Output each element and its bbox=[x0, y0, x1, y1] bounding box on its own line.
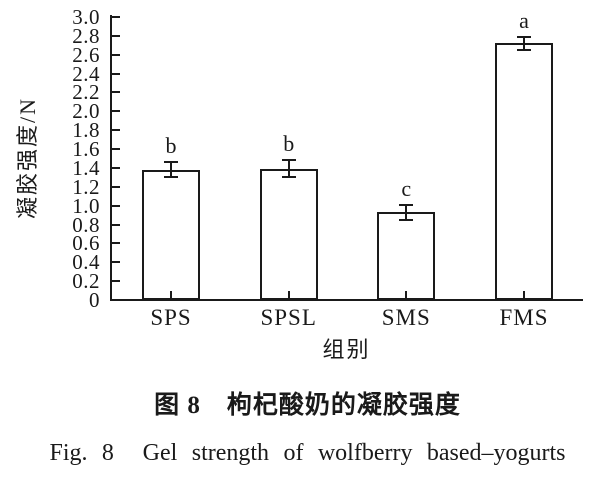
y-tick-label: 2.6 bbox=[72, 42, 100, 67]
y-tick bbox=[112, 72, 120, 75]
error-cap-top-FMS bbox=[517, 35, 531, 38]
y-tick-label: 0.8 bbox=[72, 212, 100, 237]
y-tick-label: 1.4 bbox=[72, 155, 100, 180]
error-cap-top-SPS bbox=[164, 161, 178, 164]
error-bar-SMS bbox=[405, 204, 408, 220]
bar-chart-plot-area: 0 0.2 0.4 0.6 0.8 1.0 1.2 1.4 1.6 1.8 2.0 2.2 2.4 2.6… bbox=[72, 5, 583, 330]
x-tick-SPSL bbox=[287, 291, 290, 299]
sig-letter-SPS: b bbox=[165, 133, 177, 159]
y-tick bbox=[112, 53, 120, 56]
y-tick-label: 0 bbox=[89, 288, 100, 312]
error-cap-bottom-SPSL bbox=[281, 176, 296, 179]
bar-SPSL bbox=[259, 168, 318, 300]
x-tick-label-SPSL: SPSL bbox=[260, 305, 317, 330]
y-tick bbox=[112, 91, 120, 94]
y-tick bbox=[112, 16, 120, 18]
y-tick bbox=[112, 261, 120, 264]
x-tick-label-SPS: SPS bbox=[150, 305, 192, 330]
y-tick-label: 3.0 bbox=[72, 5, 100, 29]
y-tick-label: 0.6 bbox=[72, 231, 100, 256]
bar-SMS bbox=[377, 212, 436, 300]
error-cap-top-SMS bbox=[399, 203, 414, 206]
y-tick-label: 1.6 bbox=[72, 137, 100, 162]
x-tick-SPS bbox=[170, 291, 172, 299]
y-tick-label: 2.4 bbox=[72, 61, 100, 86]
y-tick-label: 1.2 bbox=[72, 174, 100, 199]
error-bar-SPSL bbox=[287, 160, 290, 178]
error-bar-FMS bbox=[523, 36, 525, 50]
error-cap-top-SPSL bbox=[281, 159, 296, 162]
y-tick bbox=[112, 185, 120, 188]
error-bar-SPS bbox=[170, 162, 172, 178]
y-tick bbox=[112, 148, 120, 151]
sig-letter-SMS: c bbox=[401, 175, 412, 201]
y-tick-label: 2.8 bbox=[72, 23, 100, 48]
y-tick bbox=[112, 204, 120, 207]
x-tick-label-SMS: SMS bbox=[381, 305, 431, 330]
y-axis-line bbox=[110, 15, 112, 301]
y-tick bbox=[112, 129, 120, 132]
y-tick bbox=[112, 110, 120, 113]
sig-letter-SPSL: b bbox=[283, 131, 295, 157]
y-tick-label: 0.2 bbox=[72, 269, 100, 294]
y-tick bbox=[112, 280, 120, 283]
x-axis-line bbox=[110, 299, 583, 301]
y-tick bbox=[112, 242, 120, 245]
bar-FMS bbox=[495, 43, 553, 300]
x-tick-label-FMS: FMS bbox=[499, 305, 549, 330]
caption-english: Fig. 8 Gel strength of wolfberry based–y… bbox=[49, 440, 566, 466]
x-tick-SMS bbox=[405, 291, 408, 299]
x-axis-title: 组别 bbox=[322, 337, 371, 362]
error-cap-bottom-FMS bbox=[517, 49, 531, 52]
y-tick-label: 1.8 bbox=[72, 118, 100, 143]
sig-letter-FMS: a bbox=[519, 7, 529, 33]
error-cap-bottom-SMS bbox=[399, 218, 414, 221]
caption-chinese: 图 8 枸杞酸奶的凝胶强度 bbox=[154, 392, 461, 419]
y-tick-label: 1.0 bbox=[72, 193, 100, 218]
y-tick bbox=[112, 223, 120, 226]
y-tick-label: 2.0 bbox=[72, 99, 100, 124]
y-tick-label: 0.4 bbox=[72, 250, 100, 275]
y-tick bbox=[112, 166, 120, 169]
y-tick bbox=[112, 34, 120, 37]
y-tick-label: 2.2 bbox=[72, 80, 100, 105]
bar-SPS bbox=[142, 169, 200, 300]
x-tick-FMS bbox=[523, 291, 525, 299]
error-cap-bottom-SPS bbox=[164, 176, 178, 179]
